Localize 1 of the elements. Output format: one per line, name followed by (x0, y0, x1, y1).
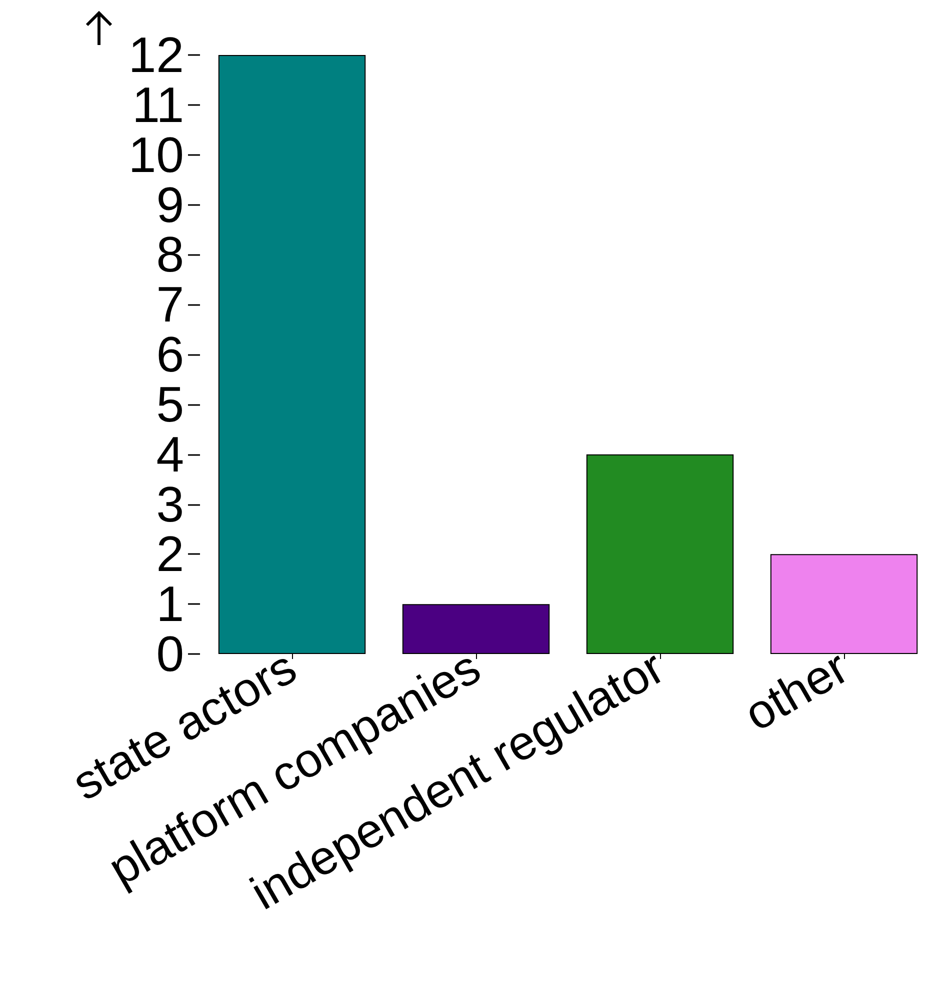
x-tick-label: other (736, 641, 858, 742)
